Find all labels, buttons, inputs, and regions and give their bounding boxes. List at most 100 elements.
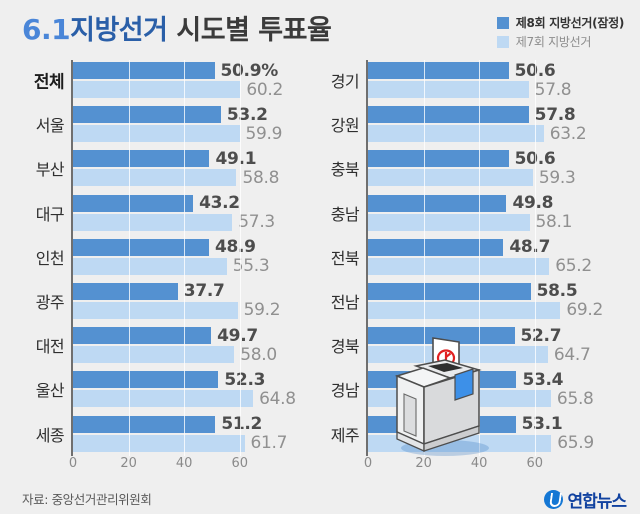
bar-current — [73, 238, 209, 256]
row-label: 경남 — [330, 381, 360, 401]
bar-value-current: 43.2 — [199, 193, 240, 214]
row-label: 전체 — [33, 72, 65, 93]
bar-current-wrap: 57.8 — [368, 104, 640, 125]
bar-value-current: 48.9 — [214, 237, 256, 258]
bar-value-previous: 63.2 — [549, 123, 587, 144]
row-label: 충북 — [330, 160, 360, 180]
x-tick-label: 0 — [68, 456, 78, 471]
bar-value-current: 53.2 — [226, 104, 268, 125]
bar-previous — [368, 434, 552, 452]
bar-previous — [73, 169, 237, 187]
chart-row: 제주 53.1 65.9 — [318, 412, 640, 456]
row-label: 부산 — [35, 160, 65, 180]
row-bars: 57.8 63.2 — [368, 104, 640, 144]
chart-row: 광주 37.7 59.2 — [0, 279, 318, 323]
row-bars: 49.7 58.0 — [73, 326, 318, 365]
bar-previous — [73, 434, 245, 452]
bar-value-previous: 65.2 — [555, 256, 592, 277]
page-title: 6.1지방선거 시도별 투표율 — [22, 8, 332, 47]
bar-value-current: 50.9% — [220, 60, 279, 81]
bar-current-wrap: 49.8 — [368, 193, 640, 214]
bar-current — [73, 106, 221, 124]
chart-row: 전북 48.7 65.2 — [318, 235, 640, 279]
bar-current — [368, 282, 531, 300]
chart-row: 충남 49.8 58.1 — [318, 191, 640, 235]
bar-current-wrap: 51.2 — [73, 414, 318, 434]
row-label: 전북 — [330, 248, 360, 268]
bar-previous — [73, 125, 240, 143]
bar-current-wrap: 53.1 — [368, 414, 640, 434]
x-axis-right: 0 20 40 60 — [364, 456, 613, 476]
bar-value-previous: 57.8 — [534, 79, 572, 100]
x-tick-label: 60 — [526, 456, 544, 471]
row-label: 인천 — [35, 248, 65, 268]
bar-value-previous: 69.2 — [566, 300, 604, 321]
bar-value-previous: 61.7 — [250, 433, 288, 453]
bar-value-previous: 59.9 — [245, 123, 283, 144]
bar-value-current: 52.7 — [520, 325, 562, 346]
row-label: 강원 — [330, 116, 360, 136]
chart-row: 전남 58.5 69.2 — [318, 279, 640, 323]
bar-previous — [73, 81, 241, 98]
bar-previous-wrap: 65.8 — [368, 389, 640, 409]
bar-previous-wrap: 58.1 — [368, 212, 640, 232]
legend-swatch-previous-icon — [496, 35, 509, 48]
row-bars: 52.7 64.7 — [368, 325, 640, 365]
bar-current — [368, 150, 509, 168]
bar-current — [73, 282, 178, 300]
bar-value-current: 37.7 — [183, 281, 225, 302]
chart-row: 경북 52.7 64.7 — [318, 323, 640, 367]
bar-value-current: 57.8 — [534, 104, 576, 125]
bar-current — [73, 415, 216, 433]
row-bars: 51.2 61.7 — [73, 414, 318, 454]
bar-current-wrap: 50.6 — [368, 149, 640, 169]
legend: 제8회 지방선거(잠정) 제7회 지방선거 — [496, 14, 624, 52]
bar-previous-wrap: 55.3 — [73, 256, 318, 277]
bar-value-current: 49.8 — [512, 193, 554, 214]
bar-value-current: 53.4 — [522, 369, 564, 390]
source-note: 자료: 중앙선거관리위원회 — [22, 492, 152, 507]
x-tick-label: 60 — [231, 456, 249, 471]
bar-current-wrap: 49.7 — [73, 326, 318, 346]
bar-previous — [368, 257, 550, 275]
title-number: 6.1 — [22, 13, 71, 46]
bar-previous — [368, 346, 548, 364]
bar-current — [368, 238, 504, 256]
bar-previous — [368, 169, 533, 187]
x-tick-label: 20 — [120, 456, 137, 471]
chart-panel-left: 전체 50.9% 60.2 서울 53.2 59.9 부산 49.1 58.8 대구 43.2 57.… — [0, 58, 318, 466]
row-bars: 37.7 59.2 — [73, 281, 318, 321]
bar-current — [368, 62, 509, 79]
row-bars: 53.1 65.9 — [368, 414, 640, 454]
bar-value-previous: 58.8 — [242, 167, 280, 188]
bar-previous — [368, 213, 530, 231]
bar-previous-wrap: 59.9 — [73, 123, 318, 144]
bar-previous-wrap: 69.2 — [368, 300, 640, 321]
row-bars: 48.9 55.3 — [73, 237, 318, 277]
x-tick-label: 0 — [363, 456, 373, 471]
legend-item-previous: 제7회 지방선거 — [496, 33, 624, 50]
bar-rows-left: 전체 50.9% 60.2 서울 53.2 59.9 부산 49.1 58.8 대구 43.2 57.… — [0, 58, 318, 456]
row-label: 충남 — [330, 204, 360, 224]
y-axis-line-right — [366, 60, 368, 456]
bar-current — [368, 327, 515, 345]
row-label: 세종 — [35, 425, 65, 445]
bar-value-previous: 59.2 — [243, 300, 281, 321]
bar-current-wrap: 37.7 — [73, 281, 318, 302]
bar-previous-wrap: 64.7 — [368, 345, 640, 365]
title-rest: 시도별 투표율 — [176, 15, 332, 46]
bar-previous-wrap: 57.3 — [73, 212, 318, 232]
bar-value-current: 58.5 — [536, 281, 578, 302]
row-label: 경기 — [330, 72, 360, 92]
bar-previous — [73, 257, 227, 275]
bar-previous — [368, 125, 544, 143]
row-bars: 50.9% 60.2 — [73, 60, 318, 100]
bar-value-previous: 64.8 — [259, 388, 296, 409]
row-bars: 50.6 59.3 — [368, 149, 640, 188]
bar-previous-wrap: 64.8 — [73, 388, 318, 409]
brand-name: 연합뉴스 — [567, 492, 627, 512]
bar-previous-wrap: 59.3 — [368, 168, 640, 188]
chart-row: 대전 49.7 58.0 — [0, 323, 318, 367]
bar-value-previous: 55.3 — [232, 256, 270, 277]
